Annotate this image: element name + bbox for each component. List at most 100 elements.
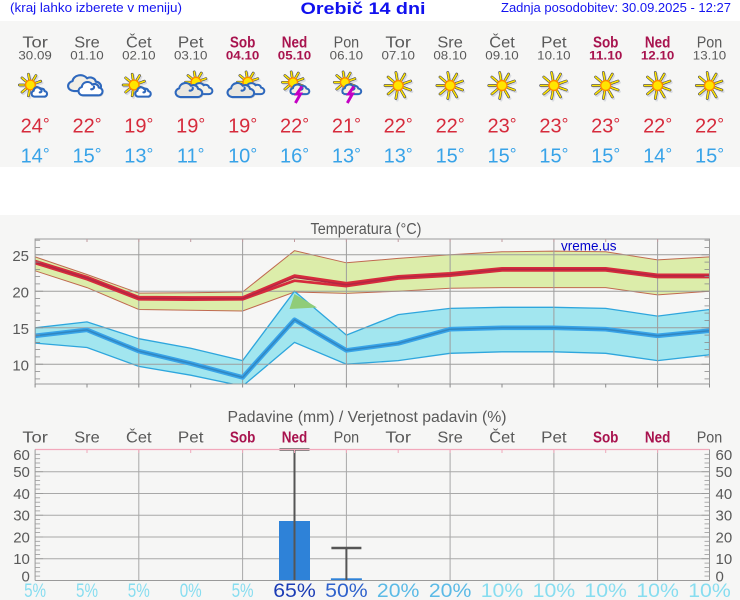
svg-text:10%: 10% [584, 581, 627, 600]
svg-text:Ned: Ned [645, 35, 671, 52]
svg-text:21°: 21° [332, 115, 361, 138]
svg-text:Tor: Tor [385, 35, 411, 52]
svg-text:23°: 23° [591, 115, 620, 138]
svg-text:Pet: Pet [178, 429, 204, 446]
svg-text:Sob: Sob [593, 35, 619, 52]
svg-text:0: 0 [716, 568, 724, 585]
svg-text:Čet: Čet [126, 429, 152, 446]
svg-text:20: 20 [13, 529, 30, 546]
svg-text:06.10: 06.10 [330, 49, 364, 63]
svg-text:22°: 22° [384, 115, 413, 138]
svg-text:Čet: Čet [489, 35, 515, 52]
svg-text:19°: 19° [176, 115, 205, 138]
svg-text:22°: 22° [436, 115, 465, 138]
svg-text:5%: 5% [76, 581, 98, 600]
svg-text:13°: 13° [332, 145, 361, 168]
svg-text:10: 10 [716, 551, 733, 568]
svg-text:01.10: 01.10 [70, 49, 104, 63]
svg-text:15°: 15° [695, 145, 724, 168]
svg-text:Tor: Tor [22, 35, 48, 52]
svg-text:Tor: Tor [22, 429, 48, 446]
svg-text:11.10: 11.10 [589, 49, 623, 63]
svg-text:22°: 22° [280, 115, 309, 138]
svg-text:15°: 15° [436, 145, 465, 168]
svg-text:10%: 10% [636, 581, 679, 600]
svg-text:Čet: Čet [489, 429, 515, 446]
svg-text:Sre: Sre [437, 429, 463, 446]
svg-text:50: 50 [716, 464, 733, 481]
svg-text:22°: 22° [72, 115, 101, 138]
svg-text:Temperatura (°C): Temperatura (°C) [311, 221, 422, 238]
svg-text:15°: 15° [487, 145, 516, 168]
svg-text:14°: 14° [643, 145, 672, 168]
svg-text:50: 50 [13, 464, 30, 481]
svg-text:12.10: 12.10 [641, 49, 675, 63]
svg-text:5%: 5% [232, 581, 254, 600]
svg-text:15°: 15° [539, 145, 568, 168]
svg-text:20%: 20% [429, 581, 472, 600]
svg-text:13°: 13° [124, 145, 153, 168]
svg-text:Pon: Pon [334, 35, 360, 52]
svg-text:0: 0 [22, 568, 30, 585]
svg-text:23°: 23° [539, 115, 568, 138]
svg-text:Sob: Sob [230, 429, 256, 446]
svg-text:5%: 5% [128, 581, 150, 600]
svg-text:30.09: 30.09 [18, 49, 52, 63]
svg-text:60: 60 [716, 447, 733, 464]
svg-text:04.10: 04.10 [226, 49, 260, 63]
svg-text:20: 20 [12, 285, 29, 302]
svg-text:60: 60 [13, 447, 30, 464]
svg-text:10°: 10° [228, 145, 257, 168]
svg-text:5%: 5% [24, 581, 46, 600]
svg-text:(kraj lahko izberete v meniju): (kraj lahko izberete v meniju) [10, 0, 182, 15]
svg-text:08.10: 08.10 [433, 49, 467, 63]
svg-text:Sob: Sob [230, 35, 256, 52]
svg-text:30: 30 [13, 508, 30, 525]
svg-text:20%: 20% [377, 581, 420, 600]
svg-text:10: 10 [13, 551, 30, 568]
svg-text:19°: 19° [228, 115, 257, 138]
svg-text:0%: 0% [180, 581, 202, 600]
svg-text:Pon: Pon [334, 429, 360, 446]
svg-text:22°: 22° [695, 115, 724, 138]
svg-text:15°: 15° [72, 145, 101, 168]
svg-text:24°: 24° [21, 115, 50, 138]
svg-text:11°: 11° [177, 145, 205, 168]
svg-text:Pet: Pet [541, 429, 567, 446]
svg-text:Ned: Ned [282, 429, 308, 446]
svg-text:19°: 19° [124, 115, 153, 138]
svg-text:Sre: Sre [437, 35, 463, 52]
svg-text:Zadnja posodobitev: 30.09.2025: Zadnja posodobitev: 30.09.2025 - 12:27 [501, 1, 731, 15]
svg-text:Sre: Sre [74, 429, 100, 446]
svg-text:50%: 50% [325, 581, 368, 600]
svg-text:vreme.us: vreme.us [561, 239, 617, 254]
svg-text:05.10: 05.10 [278, 49, 312, 63]
svg-text:Ned: Ned [645, 429, 671, 446]
svg-text:13°: 13° [384, 145, 413, 168]
svg-text:Čet: Čet [126, 35, 152, 52]
svg-text:10%: 10% [533, 581, 576, 600]
svg-text:Tor: Tor [385, 429, 411, 446]
svg-text:20: 20 [716, 529, 733, 546]
svg-text:40: 40 [13, 486, 30, 503]
svg-text:Pon: Pon [697, 35, 723, 52]
svg-text:Padavine (mm) / Verjetnost pad: Padavine (mm) / Verjetnost padavin (%) [228, 409, 507, 426]
svg-text:Orebič 14 dni: Orebič 14 dni [301, 0, 426, 18]
svg-text:22°: 22° [643, 115, 672, 138]
svg-text:Pet: Pet [178, 35, 204, 52]
svg-text:40: 40 [716, 486, 733, 503]
svg-text:16°: 16° [280, 145, 309, 168]
svg-text:13.10: 13.10 [693, 49, 727, 63]
svg-text:Sob: Sob [593, 429, 619, 446]
svg-text:23°: 23° [487, 115, 516, 138]
svg-text:10%: 10% [688, 581, 731, 600]
svg-text:15°: 15° [591, 145, 620, 168]
svg-text:07.10: 07.10 [382, 49, 416, 63]
svg-text:Pon: Pon [697, 429, 723, 446]
svg-text:14°: 14° [21, 145, 50, 168]
svg-text:Pet: Pet [541, 35, 567, 52]
svg-text:Sre: Sre [74, 35, 100, 52]
svg-text:10%: 10% [481, 581, 524, 600]
svg-text:25: 25 [12, 248, 29, 265]
svg-text:65%: 65% [273, 581, 316, 600]
